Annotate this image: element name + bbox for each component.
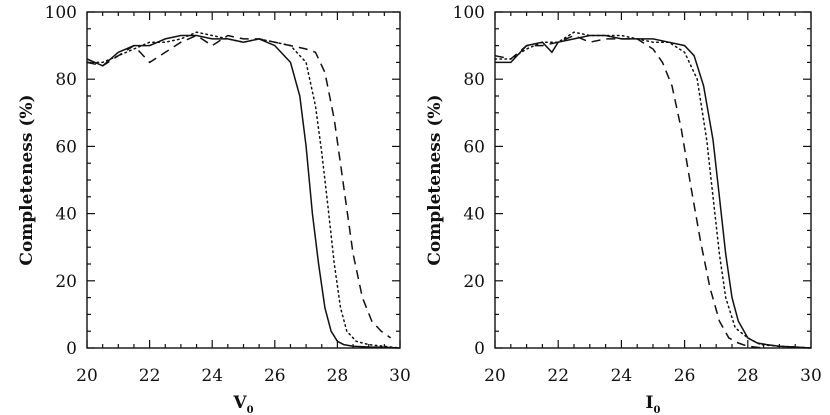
x-tick-label: 24 (611, 366, 633, 386)
x-tick-label: 30 (800, 366, 822, 386)
series-dashed-line (86, 34, 392, 339)
x-axis-label: I0 (646, 393, 661, 415)
x-axis-label-main: I (646, 393, 654, 413)
x-axis-label-subscript: 0 (653, 405, 660, 415)
series-dotted-line (86, 31, 401, 349)
y-tick-label: 20 (463, 272, 485, 292)
y-tick-label: 0 (474, 339, 485, 359)
series-solid-line (495, 34, 812, 349)
plot-frame (494, 11, 812, 349)
x-tick-label: 28 (327, 366, 349, 386)
y-tick-label: 20 (55, 272, 77, 292)
y-tick-label: 80 (55, 70, 77, 90)
x-tick-label: 20 (484, 366, 506, 386)
series-solid-line (86, 34, 401, 349)
completeness-panel-i: 20 22 24 26 28 30 0 20 40 60 80 100 Completeness (%)… (425, 3, 822, 415)
x-tick-label: 20 (76, 366, 98, 386)
y-tick-label: 0 (66, 339, 77, 359)
x-axis-label-subscript: 0 (247, 405, 254, 415)
y-tick-label: 60 (55, 137, 77, 157)
series-dotted-line (494, 31, 812, 349)
y-tick-label: 40 (463, 205, 485, 225)
completeness-panel-v: 20 22 24 26 28 30 0 20 40 60 80 100 Completeness (%)… (17, 3, 411, 415)
x-tick-label: 30 (389, 366, 411, 386)
x-axis-label-main: V (232, 393, 247, 413)
x-tick-label: 26 (674, 366, 696, 386)
y-tick-label: 100 (453, 3, 485, 23)
y-axis-label: Completeness (%) (17, 94, 37, 265)
plot-frame (86, 11, 401, 349)
y-tick-label: 60 (463, 137, 485, 157)
series-dashed-line (494, 34, 764, 349)
x-tick-label: 26 (264, 366, 286, 386)
x-tick-label: 28 (737, 366, 759, 386)
y-axis-label: Completeness (%) (425, 94, 445, 265)
x-tick-label: 24 (201, 366, 223, 386)
x-tick-label: 22 (139, 366, 161, 386)
x-tick-label: 22 (547, 366, 569, 386)
y-tick-label: 100 (45, 3, 77, 23)
y-tick-label: 40 (55, 205, 77, 225)
x-axis-label: V0 (232, 393, 253, 415)
y-tick-label: 80 (463, 70, 485, 90)
